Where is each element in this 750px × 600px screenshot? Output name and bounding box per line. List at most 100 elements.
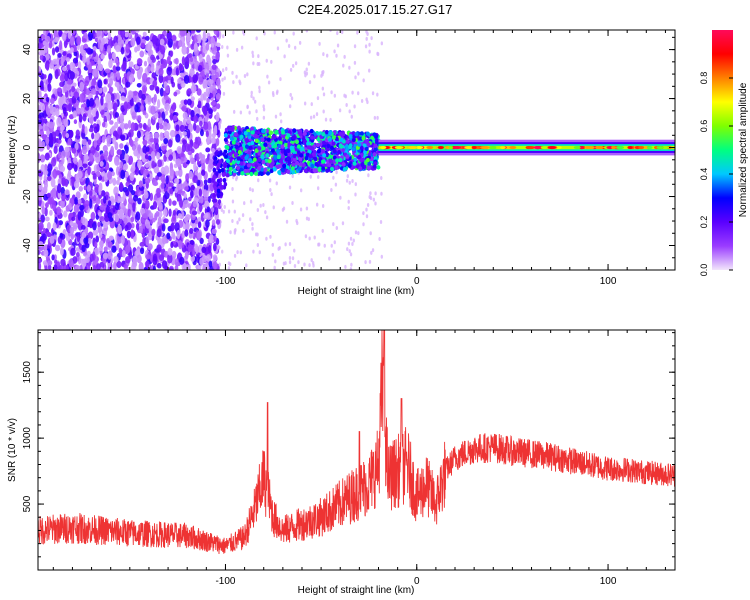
y-tick-label: 0 — [22, 144, 33, 150]
heatmap-cell — [42, 169, 49, 176]
heatmap-cell — [184, 250, 189, 260]
heatmap-cell — [212, 174, 216, 180]
heatmap-cell — [141, 93, 146, 101]
heatmap-cell — [268, 178, 272, 183]
heatmap-cell — [228, 166, 233, 172]
heatmap-cell — [239, 250, 242, 255]
heatmap-cell — [244, 155, 249, 161]
heatmap-cell — [44, 207, 48, 217]
heatmap-cell — [142, 31, 147, 37]
heatmap-cell — [270, 59, 273, 64]
heatmap-cell — [215, 78, 221, 86]
heatmap-cell — [328, 130, 333, 136]
heatmap-cell — [98, 232, 103, 239]
heatmap-cell — [134, 103, 139, 113]
heatmap-cell — [73, 91, 80, 99]
heatmap-cell — [348, 134, 353, 139]
heatmap-cell — [256, 208, 260, 213]
heatmap-cell — [370, 36, 373, 41]
heatmap-cell — [291, 162, 296, 168]
heatmap-cell — [161, 223, 166, 232]
heatmap-cell — [298, 157, 303, 162]
heatmap-cell — [334, 136, 339, 142]
heatmap-cell — [221, 68, 225, 73]
heatmap-cell — [348, 109, 351, 114]
heatmap-cell — [362, 78, 365, 83]
heatmap-cell — [301, 163, 306, 168]
heatmap-cell — [360, 98, 364, 103]
heatmap-cell — [294, 61, 298, 66]
heatmap-cell — [662, 145, 670, 150]
heatmap-cell — [60, 124, 65, 131]
heatmap-cell — [75, 129, 80, 137]
heatmap-cell — [239, 134, 244, 140]
heatmap-cell — [376, 52, 380, 57]
heatmap-cell — [302, 131, 307, 136]
heatmap-cell — [205, 157, 210, 165]
heatmap-cell — [59, 81, 65, 88]
heatmap-cell — [286, 169, 291, 175]
heatmap-cell — [147, 65, 151, 73]
heatmap-cell — [93, 178, 97, 185]
heatmap-cell — [293, 248, 296, 253]
heatmap-cell — [380, 254, 384, 259]
heatmap-cell — [205, 73, 210, 79]
heatmap-cell — [335, 170, 338, 175]
heatmap-cell — [112, 65, 116, 75]
heatmap-cell — [112, 136, 117, 145]
heatmap-cell — [251, 222, 254, 227]
heatmap-cell — [190, 30, 196, 34]
heatmap-cell — [172, 114, 178, 122]
heatmap-cell — [105, 94, 110, 104]
heatmap-cell — [279, 119, 283, 124]
heatmap-cell — [120, 235, 125, 245]
heatmap-cell — [152, 181, 159, 187]
heatmap-cell — [107, 212, 113, 219]
heatmap-cell — [365, 30, 368, 34]
heatmap-cell — [52, 168, 58, 179]
heatmap-cell — [250, 140, 255, 146]
heatmap-cell — [305, 152, 310, 158]
heatmap-cell — [354, 230, 358, 235]
heatmap-cell — [157, 159, 163, 168]
heatmap-cell — [291, 201, 294, 206]
heatmap-cell — [257, 178, 260, 183]
heatmap-cell — [332, 222, 335, 227]
heatmap-cell — [56, 116, 62, 127]
heatmap-cell — [77, 211, 82, 221]
heatmap-cell — [182, 111, 188, 120]
x-tick-label: -100 — [215, 576, 235, 587]
heatmap-cell — [88, 190, 93, 196]
heatmap-cell — [298, 162, 303, 167]
heatmap-cell — [87, 237, 92, 245]
heatmap-cell — [345, 178, 349, 183]
heatmap-cell — [134, 137, 139, 142]
heatmap-cell — [163, 137, 169, 145]
heatmap-cell — [216, 42, 221, 48]
heatmap-cell — [281, 130, 286, 135]
heatmap-cell — [43, 74, 47, 79]
heatmap-cell — [61, 155, 65, 165]
heatmap-cell — [205, 42, 210, 51]
heatmap-cell — [40, 116, 45, 126]
heatmap-cell — [257, 146, 262, 151]
heatmap-cell — [129, 172, 135, 182]
heatmap-cell — [370, 135, 375, 141]
heatmap-cell — [276, 46, 280, 51]
heatmap-cell — [213, 181, 218, 187]
heatmap-cell — [233, 109, 236, 114]
heatmap-cell — [304, 73, 307, 78]
heatmap-cell — [540, 145, 549, 150]
heatmap-cell — [358, 166, 363, 171]
heatmap-cell — [284, 142, 289, 148]
heatmap-cell — [119, 122, 126, 130]
heatmap-cell — [99, 42, 104, 52]
heatmap-cell — [38, 153, 41, 163]
heatmap-cell — [102, 86, 108, 93]
heatmap-cell — [153, 93, 157, 103]
heatmap-cell — [288, 104, 292, 109]
heatmap-cell — [127, 184, 134, 193]
heatmap-cell — [205, 254, 212, 262]
heatmap-cell — [225, 172, 230, 178]
heatmap-cell — [38, 249, 41, 256]
